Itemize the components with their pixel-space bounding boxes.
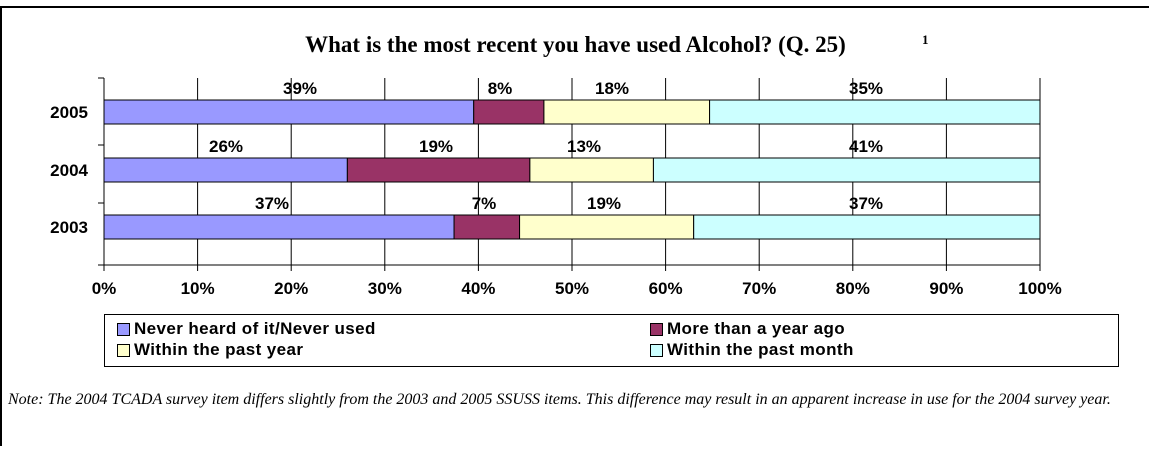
x-tick-label: 70% [742,279,776,298]
bar-segment [453,214,521,240]
bar-segment [709,99,1041,125]
bar-segment [652,157,1041,183]
data-label: 19% [419,137,453,156]
data-label: 13% [567,137,601,156]
data-label: 35% [849,79,883,98]
legend-item-never-used: Never heard of it/Never used [117,319,376,339]
x-tick-label: 10% [181,279,215,298]
x-tick-label: 50% [555,279,589,298]
data-label: 39% [283,79,317,98]
bar-segment [103,99,475,125]
title-superscript: 1 [922,32,929,47]
footnote: Note: The 2004 TCADA survey item differs… [8,391,1111,408]
x-tick-label: 20% [274,279,308,298]
legend-item-more-than-year: More than a year ago [650,319,845,339]
legend-swatch [650,322,663,336]
x-tick-label: 90% [929,279,963,298]
x-tick-label: 30% [368,279,402,298]
y-category-label: 2005 [50,103,88,122]
bar-segment [693,214,1041,240]
data-label: 41% [849,137,883,156]
x-tick-label: 80% [836,279,870,298]
legend-label: More than a year ago [667,319,846,338]
y-category-label: 2004 [50,161,88,180]
data-label: 18% [595,79,629,98]
x-tick-label: 60% [649,279,683,298]
data-label: 37% [849,194,883,213]
x-tick-label: 100% [1018,279,1061,298]
legend-label: Within the past month [667,340,854,359]
legend-label: Within the past year [134,340,304,359]
y-category-label: 2003 [50,218,88,237]
chart-title: What is the most recent you have used Al… [305,32,846,57]
data-label: 19% [587,194,621,213]
bar-segment [346,157,531,183]
legend: Never heard of it/Never used More than a… [104,314,1119,367]
legend-label: Never heard of it/Never used [134,319,376,338]
data-label: 37% [255,194,289,213]
legend-item-past-month: Within the past month [650,340,854,360]
legend-swatch [117,343,130,357]
bar-chart: 0% 10% 20% 30% 40% 50% 60% 70% 80% 90% 100% 39% 8% 18… [50,77,1062,298]
data-label: 26% [209,137,243,156]
data-label: 8% [488,79,513,98]
bar-segment [529,157,654,183]
legend-item-past-year: Within the past year [117,340,303,360]
data-label: 7% [472,194,497,213]
legend-swatch [650,343,663,357]
chart-frame [0,6,1149,446]
x-tick-label: 40% [461,279,495,298]
bar-segment [543,99,711,125]
x-tick-label: 0% [92,279,117,298]
bar-segment [103,157,348,183]
bar-segment [519,214,695,240]
legend-swatch [117,322,130,336]
bar-segment [103,214,455,240]
bar-segment [473,99,545,125]
